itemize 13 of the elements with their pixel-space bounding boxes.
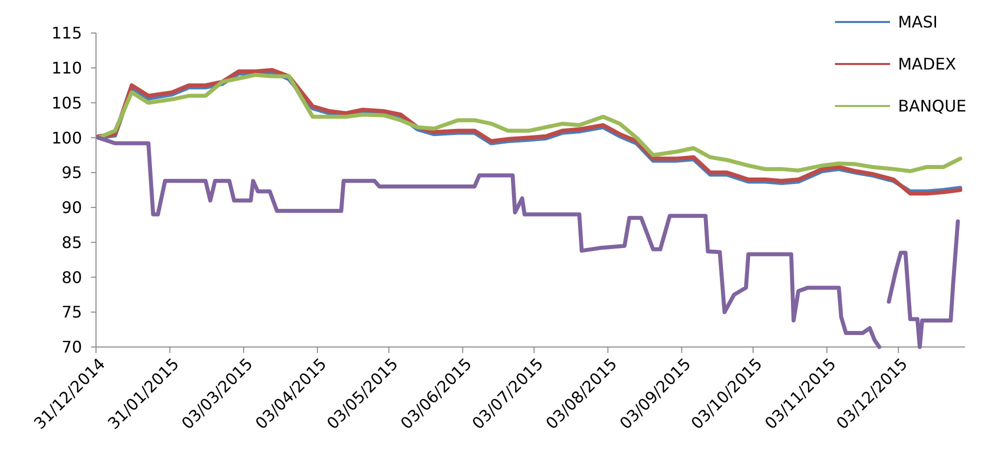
y-tick-label: 105 (51, 93, 82, 112)
y-tick-label: 100 (51, 128, 82, 148)
y-tick-label: 115 (51, 24, 82, 43)
y-tick-label: 110 (51, 58, 82, 78)
y-tick-label: 70 (62, 338, 82, 357)
legend-label: MASI (898, 12, 938, 32)
y-tick-label: 85 (62, 232, 82, 252)
y-tick-label: 95 (62, 163, 82, 182)
y-tick-label: 75 (62, 302, 82, 322)
legend-label: MADEX (898, 54, 956, 74)
legend-label: BANQUE (898, 96, 966, 116)
y-tick-label: 90 (62, 198, 82, 218)
y-tick-label: 80 (62, 268, 82, 287)
